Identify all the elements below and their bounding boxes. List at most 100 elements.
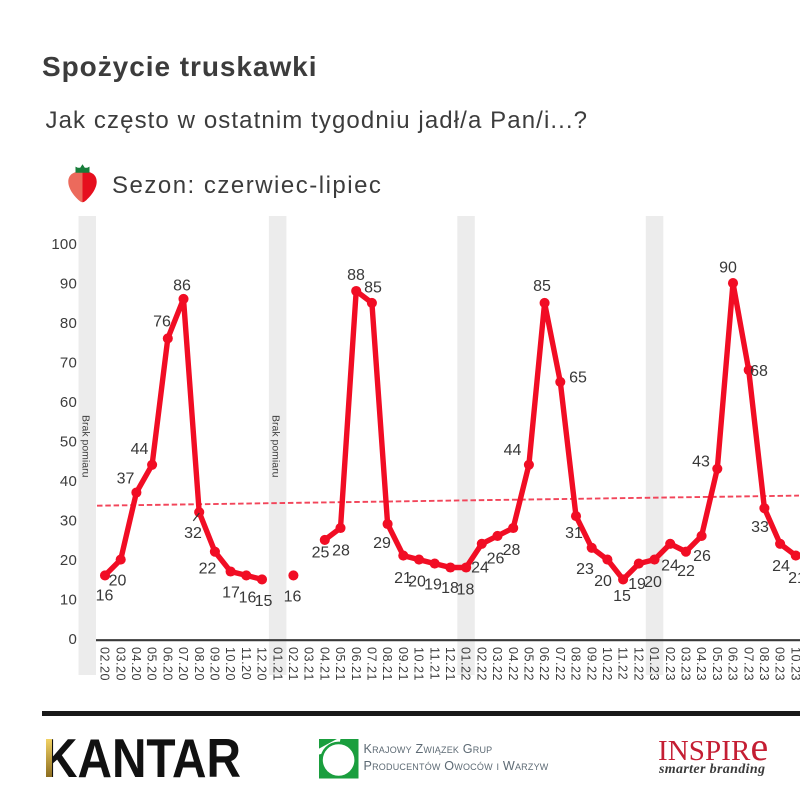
svg-text:24: 24 [471, 560, 489, 577]
svg-text:12.22: 12.22 [631, 647, 645, 681]
svg-text:30: 30 [60, 512, 77, 529]
svg-text:12.20: 12.20 [255, 647, 269, 681]
svg-text:11.20: 11.20 [239, 647, 253, 680]
svg-text:01.21: 01.21 [270, 647, 284, 681]
svg-text:22: 22 [677, 563, 695, 580]
svg-text:04.20: 04.20 [129, 647, 143, 681]
svg-text:06.22: 06.22 [537, 647, 551, 681]
svg-text:19: 19 [424, 577, 442, 594]
svg-text:18: 18 [457, 582, 475, 599]
svg-text:11.22: 11.22 [616, 647, 630, 680]
svg-text:03.21: 03.21 [302, 647, 316, 681]
svg-text:50: 50 [60, 433, 77, 450]
svg-text:18: 18 [441, 580, 459, 597]
svg-text:03.22: 03.22 [490, 647, 504, 681]
svg-text:05.21: 05.21 [333, 647, 347, 681]
svg-text:08.22: 08.22 [569, 647, 583, 681]
svg-text:10.23: 10.23 [788, 647, 800, 681]
svg-text:0: 0 [68, 631, 77, 648]
svg-text:68: 68 [750, 363, 768, 380]
svg-text:10.21: 10.21 [412, 647, 426, 681]
svg-text:20: 20 [60, 552, 77, 569]
svg-text:22: 22 [199, 561, 217, 578]
svg-text:21: 21 [394, 570, 412, 587]
svg-text:08.21: 08.21 [380, 647, 394, 681]
svg-text:02.21: 02.21 [286, 647, 300, 681]
svg-text:90: 90 [60, 275, 77, 292]
svg-text:09.20: 09.20 [208, 647, 222, 681]
svg-text:01.23: 01.23 [647, 647, 661, 681]
svg-text:26: 26 [487, 551, 505, 568]
svg-text:23: 23 [576, 561, 594, 578]
svg-text:32: 32 [184, 525, 202, 542]
svg-text:Brak pomiaru: Brak pomiaru [79, 415, 91, 478]
svg-text:08.23: 08.23 [757, 647, 771, 681]
svg-text:33: 33 [751, 519, 769, 536]
svg-text:20: 20 [594, 573, 612, 590]
svg-text:60: 60 [60, 394, 77, 411]
svg-text:10: 10 [60, 591, 77, 608]
svg-text:44: 44 [131, 441, 149, 458]
svg-text:02.22: 02.22 [474, 647, 488, 681]
svg-text:20: 20 [408, 574, 426, 591]
svg-text:37: 37 [117, 471, 135, 488]
svg-text:28: 28 [503, 542, 521, 559]
svg-text:17: 17 [222, 585, 240, 602]
svg-text:70: 70 [60, 354, 77, 371]
svg-text:02.20: 02.20 [98, 647, 112, 681]
svg-text:09.23: 09.23 [773, 647, 787, 681]
svg-text:08.20: 08.20 [192, 647, 206, 681]
svg-text:76: 76 [153, 314, 171, 331]
svg-text:15: 15 [255, 593, 273, 610]
svg-text:09.22: 09.22 [584, 647, 598, 681]
svg-text:09.21: 09.21 [396, 647, 410, 681]
svg-text:88: 88 [347, 267, 365, 284]
svg-text:04.22: 04.22 [506, 647, 520, 681]
svg-text:04.21: 04.21 [317, 647, 331, 681]
svg-text:90: 90 [719, 260, 737, 277]
svg-text:06.20: 06.20 [160, 647, 174, 681]
svg-text:43: 43 [692, 454, 710, 471]
svg-text:07.20: 07.20 [176, 647, 190, 681]
svg-text:03.20: 03.20 [113, 647, 127, 681]
svg-text:06.21: 06.21 [349, 647, 363, 681]
svg-text:04.23: 04.23 [694, 647, 708, 681]
svg-text:100: 100 [51, 236, 77, 253]
svg-text:03.23: 03.23 [679, 647, 693, 681]
svg-text:21: 21 [788, 570, 800, 587]
svg-text:20: 20 [109, 573, 127, 590]
svg-text:28: 28 [332, 543, 350, 560]
svg-text:40: 40 [60, 473, 77, 490]
svg-text:01.22: 01.22 [459, 647, 473, 681]
svg-text:05.20: 05.20 [145, 647, 159, 681]
svg-text:16: 16 [239, 590, 257, 607]
svg-text:07.23: 07.23 [741, 647, 755, 681]
svg-text:05.23: 05.23 [710, 647, 724, 681]
svg-text:86: 86 [173, 278, 191, 295]
svg-text:15: 15 [613, 588, 631, 605]
svg-text:06.23: 06.23 [726, 647, 740, 681]
svg-text:16: 16 [96, 588, 114, 605]
svg-text:80: 80 [60, 315, 77, 332]
svg-text:07.21: 07.21 [365, 647, 379, 681]
svg-text:25: 25 [312, 545, 330, 562]
svg-text:85: 85 [533, 278, 551, 295]
svg-text:20: 20 [644, 574, 662, 591]
svg-text:31: 31 [565, 525, 583, 542]
svg-text:10.20: 10.20 [223, 647, 237, 681]
svg-text:65: 65 [569, 370, 587, 387]
svg-text:85: 85 [364, 280, 382, 297]
svg-text:24: 24 [772, 558, 790, 575]
svg-text:12.21: 12.21 [443, 647, 457, 681]
svg-text:19: 19 [628, 576, 646, 593]
svg-text:Brak pomiaru: Brak pomiaru [270, 415, 282, 478]
svg-text:07.22: 07.22 [553, 647, 567, 681]
svg-text:26: 26 [693, 548, 711, 565]
svg-text:10.22: 10.22 [600, 647, 614, 681]
svg-text:24: 24 [661, 558, 679, 575]
svg-text:16: 16 [284, 589, 302, 606]
svg-text:44: 44 [504, 442, 522, 459]
svg-text:02.23: 02.23 [663, 647, 677, 681]
svg-text:05.22: 05.22 [522, 647, 536, 681]
svg-text:29: 29 [373, 535, 391, 552]
